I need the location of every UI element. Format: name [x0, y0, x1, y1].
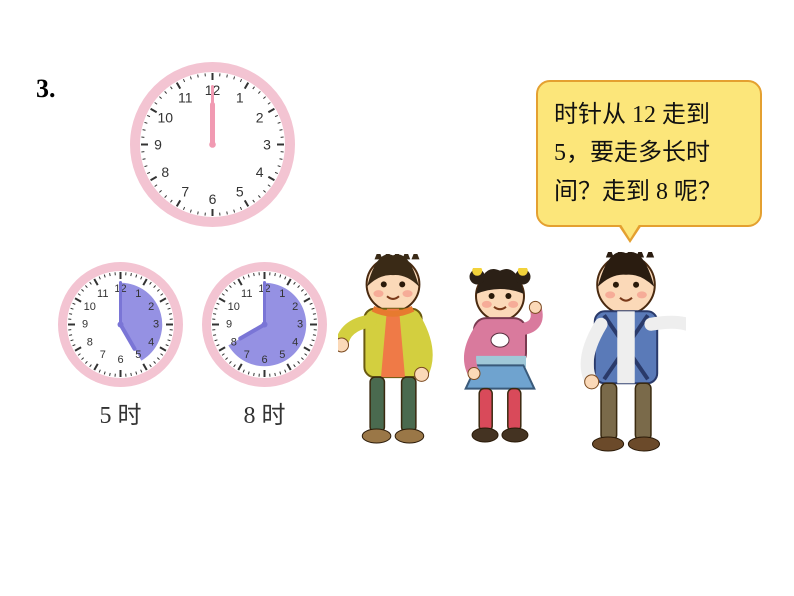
kid-boy-yellow [338, 254, 448, 449]
svg-text:4: 4 [148, 336, 154, 348]
big-clock-12: 123456789101112 [130, 62, 295, 227]
svg-text:11: 11 [97, 288, 108, 300]
svg-text:9: 9 [226, 319, 232, 331]
svg-text:10: 10 [158, 109, 174, 125]
svg-text:2: 2 [292, 301, 298, 313]
question-number: 3. [36, 74, 56, 104]
svg-text:7: 7 [100, 349, 106, 361]
svg-text:8: 8 [87, 336, 93, 348]
speech-text: 时针从 12 走到 5，要走多长时间？走到 8 呢？ [554, 102, 722, 205]
kid-boy-blue [566, 252, 686, 457]
small-clock-5: 123456789101112 [58, 262, 183, 387]
svg-text:7: 7 [244, 349, 250, 361]
kid-girl-pink [450, 268, 550, 448]
svg-text:2: 2 [256, 109, 264, 125]
svg-text:5: 5 [135, 349, 141, 361]
svg-text:3: 3 [297, 319, 303, 331]
svg-text:2: 2 [148, 301, 154, 313]
svg-text:10: 10 [84, 301, 96, 313]
svg-text:8: 8 [231, 336, 237, 348]
svg-text:6: 6 [209, 191, 217, 207]
svg-text:4: 4 [292, 336, 298, 348]
small-clock-8: 123456789101112 [202, 262, 327, 387]
svg-text:9: 9 [154, 137, 162, 153]
svg-text:5: 5 [236, 184, 244, 200]
clock-label-8: 8 时 [202, 395, 327, 430]
clock-label-5: 5 时 [58, 395, 183, 430]
svg-text:6: 6 [261, 354, 267, 366]
svg-text:3: 3 [263, 137, 271, 153]
svg-text:6: 6 [117, 354, 123, 366]
svg-text:3: 3 [153, 319, 159, 331]
svg-text:1: 1 [236, 89, 244, 105]
svg-text:5: 5 [279, 349, 285, 361]
svg-text:11: 11 [178, 89, 193, 105]
svg-text:10: 10 [228, 301, 240, 313]
svg-text:4: 4 [256, 164, 264, 180]
svg-text:1: 1 [279, 288, 285, 300]
svg-text:1: 1 [135, 288, 141, 300]
svg-text:8: 8 [161, 164, 169, 180]
svg-text:9: 9 [82, 319, 88, 331]
svg-text:7: 7 [181, 184, 189, 200]
speech-bubble: 时针从 12 走到 5，要走多长时间？走到 8 呢？ [536, 80, 762, 227]
svg-text:11: 11 [241, 288, 252, 300]
